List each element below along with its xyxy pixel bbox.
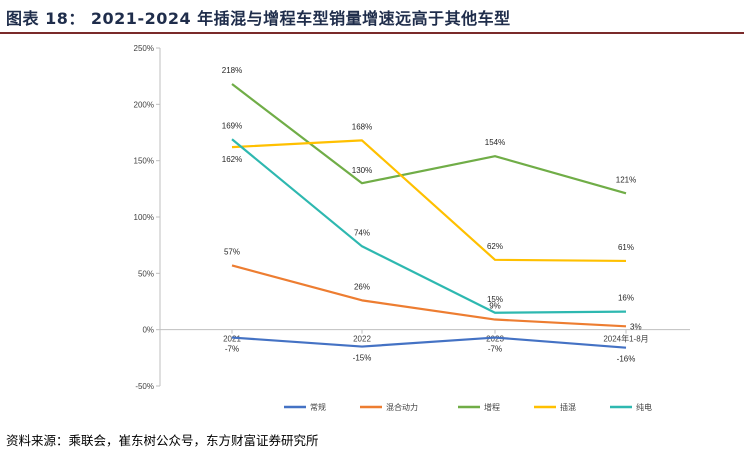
series-line-混合动力 xyxy=(231,264,627,328)
line-chart: -50% 0% 50% 100% 150% 200% 250% 2021 2022 2023 202… xyxy=(134,44,690,412)
y-tick-label: 200% xyxy=(134,100,154,109)
data-label: 154% xyxy=(485,138,505,147)
data-label: 57% xyxy=(224,247,240,256)
data-label: -7% xyxy=(488,345,502,354)
chart-frame: -50% 0% 50% 100% 150% 200% 250% 2021 2022 2023 202… xyxy=(2,36,744,426)
data-label: 130% xyxy=(352,166,372,175)
series-line-纯电 xyxy=(231,138,627,314)
x-tick-label: 2023 xyxy=(486,335,504,344)
legend-label: 纯电 xyxy=(636,402,652,412)
data-label: 168% xyxy=(352,122,372,131)
x-tick-label: 2021 xyxy=(223,335,241,344)
data-label: 74% xyxy=(354,228,370,237)
title-divider xyxy=(0,32,744,34)
data-label: 9% xyxy=(489,302,501,311)
source-note: 资料来源：乘联会，崔东树公众号，东方财富证券研究所 xyxy=(6,433,319,448)
data-label: 3% xyxy=(630,322,642,331)
y-tick-label: 250% xyxy=(134,44,154,53)
legend-label: 常规 xyxy=(310,402,326,412)
data-label: 162% xyxy=(222,155,242,164)
data-label: 62% xyxy=(487,242,503,251)
data-label: 26% xyxy=(354,282,370,291)
y-tick-label: 150% xyxy=(134,157,154,166)
y-tick-label: 0% xyxy=(142,326,154,335)
legend-label: 混合动力 xyxy=(386,402,418,412)
y-tick-label: -50% xyxy=(135,382,154,391)
series-line-增程 xyxy=(231,83,627,195)
y-tick-label: 50% xyxy=(138,269,154,278)
data-label: 61% xyxy=(618,243,634,252)
chart-title: 图表 18： 2021-2024 年插混与增程车型销量增速远高于其他车型 xyxy=(6,9,511,28)
series-line-常规 xyxy=(231,336,627,349)
legend-label: 增程 xyxy=(484,402,500,412)
data-label: -7% xyxy=(225,345,239,354)
series-line-插混 xyxy=(231,139,627,263)
legend-label: 插混 xyxy=(560,402,576,412)
data-label: 169% xyxy=(222,121,242,130)
data-label: 121% xyxy=(616,175,636,184)
x-tick-label: 2024年1-8月 xyxy=(603,334,648,344)
data-label: -15% xyxy=(353,354,372,363)
data-label: 218% xyxy=(222,66,242,75)
data-label: -16% xyxy=(617,355,636,364)
x-tick-label: 2022 xyxy=(353,335,371,344)
y-tick-label: 100% xyxy=(134,213,154,222)
data-label: 16% xyxy=(618,294,634,303)
data-label: 15% xyxy=(487,295,503,304)
